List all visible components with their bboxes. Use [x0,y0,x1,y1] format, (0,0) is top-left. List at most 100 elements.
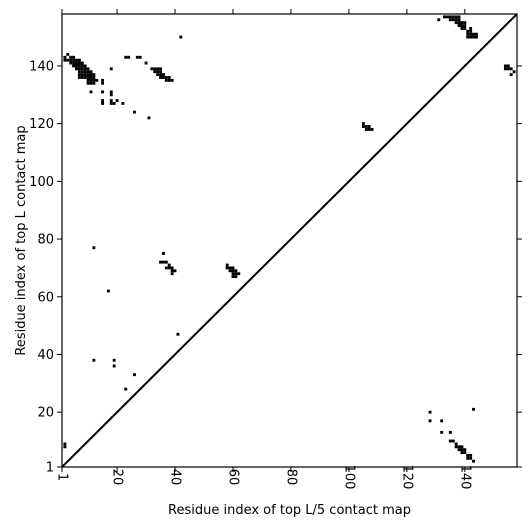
contact-cell-upper [153,67,157,71]
contact-cell-upper [121,102,125,105]
contact-cell-upper [86,67,90,71]
contact-cell-lower [457,448,461,452]
contact-cell-upper [466,32,470,36]
contact-cell-upper [72,55,76,59]
contact-cell-lower [451,439,455,443]
contact-cell-lower [457,445,461,449]
contact-cell-lower [472,459,475,463]
contact-cell-upper [503,64,507,68]
contact-cell-upper [144,61,148,65]
contact-cell-upper [63,58,67,62]
contact-cell-upper [147,116,151,120]
contact-cell-upper [164,260,168,264]
contact-cell-upper [161,76,165,79]
contact-cell-lower [463,448,467,452]
contact-cell-upper [80,70,84,74]
y-tick-label: 120 [29,117,54,132]
contact-cell-upper [457,24,461,27]
contact-cell-upper [83,67,87,71]
contact-cell-upper [92,358,96,362]
contact-cell-lower [428,419,432,423]
contact-cell-upper [161,73,165,77]
contact-cell-upper [109,90,113,94]
y-tick-label: 100 [29,175,54,190]
contact-cell-upper [443,15,446,19]
contact-cell-upper [89,70,93,74]
contact-cell-upper [101,81,105,85]
contact-cell-upper [112,358,116,362]
contact-cell-upper [170,272,174,276]
contact-cell-upper [72,64,76,68]
contact-cell-upper [112,102,116,105]
contact-cell-upper [454,21,458,25]
contact-cell-upper [234,275,238,279]
contact-cell-upper [75,61,78,65]
contact-cell-upper [66,52,70,56]
contact-cell-lower [469,456,473,460]
contact-cell-upper [77,58,81,62]
contact-cell-upper [364,125,368,128]
contact-cell-lower [466,454,470,457]
contact-cell-upper [231,272,235,276]
x-axis-label: Residue index of top L/5 contact map [168,503,411,518]
contact-cell-upper [127,55,131,59]
contact-cell-lower [460,451,464,455]
contact-cell-upper [472,35,475,39]
contact-cell-upper [80,61,84,65]
x-tick-label: 60 [225,469,240,486]
contact-cell-upper [92,78,96,82]
contact-cell-upper [161,252,165,255]
contact-cell-upper [506,67,510,71]
contact-cell-upper [80,67,84,71]
contact-cell-upper [170,269,174,273]
contact-cell-upper [506,64,510,68]
contact-cell-upper [469,29,473,33]
contact-cell-lower [472,407,475,411]
contact-cell-upper [231,269,235,273]
contact-cell-upper [77,73,81,77]
contact-cell-upper [75,58,78,62]
contact-cell-upper [72,61,76,65]
contact-cell-upper [176,332,180,336]
y-axis-label: Residue index of top L contact map [14,125,29,355]
contact-cell-upper [164,266,168,270]
contact-cell-upper [474,32,478,36]
contact-cell-upper [101,102,105,105]
contact-cell-upper [124,55,128,59]
contact-cell-upper [69,58,73,62]
contact-cell-upper [92,246,96,250]
contact-cell-upper [159,67,162,71]
contact-cell-upper [77,67,81,71]
contact-cell-upper [69,55,73,59]
contact-cell-upper [445,15,449,19]
contact-cell-upper [159,76,162,79]
contact-cell-upper [228,266,232,270]
contact-cell-upper [80,64,84,68]
contact-cell-upper [92,81,96,85]
x-tick-label: 80 [283,469,298,486]
contact-cell-upper [86,76,90,79]
contact-cell-upper [457,21,461,25]
contact-cell-upper [469,32,473,36]
contact-cell-upper [451,18,455,22]
contact-cell-upper [72,58,76,62]
contact-cell-upper [167,78,171,82]
contact-cell-upper [234,272,238,276]
contact-cell-upper [115,99,119,103]
contact-cell-upper [370,127,374,131]
contact-cell-lower [460,445,464,449]
contact-cell-upper [225,263,229,267]
contact-cell-upper [133,110,136,114]
contact-cell-upper [63,445,67,449]
contact-cell-upper [153,70,157,74]
contact-cell-upper [83,64,87,68]
contact-cell-upper [89,81,93,85]
contact-cell-upper [112,364,116,368]
contact-cell-upper [170,266,174,270]
contact-cell-upper [109,93,113,97]
contact-cell-upper [89,76,93,79]
contact-cell-upper [83,73,87,77]
contact-cell-upper [86,73,90,77]
contact-cell-upper [460,24,464,27]
x-tick-label: 120 [399,465,414,490]
